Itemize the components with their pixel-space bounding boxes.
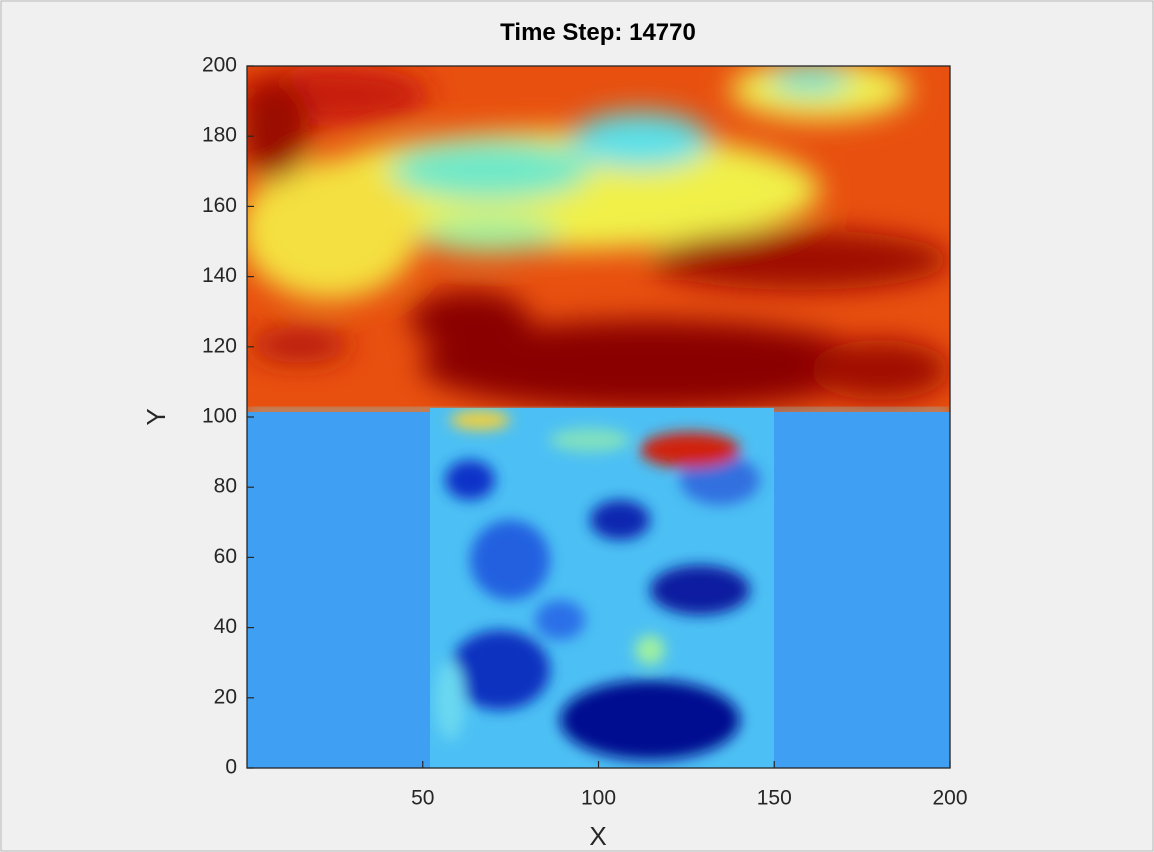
y-tick-label: 120 — [202, 334, 237, 357]
x-tick-label: 50 — [411, 787, 434, 810]
image-field — [247, 66, 950, 768]
y-tick-label: 80 — [214, 475, 237, 498]
y-tick-label: 100 — [202, 405, 237, 428]
x-tick-label: 100 — [581, 787, 616, 810]
x-tick-label: 150 — [757, 787, 792, 810]
y-tick-label: 60 — [214, 545, 237, 568]
y-tick-label: 20 — [214, 685, 237, 708]
y-tick-label: 40 — [214, 615, 237, 638]
y-tick-label: 180 — [202, 124, 237, 147]
y-axis-label: Y — [141, 408, 171, 425]
y-tick-label: 140 — [202, 264, 237, 287]
y-tick-label: 200 — [202, 54, 237, 77]
x-axis-label: X — [589, 821, 606, 851]
chart-title: Time Step: 14770 — [500, 19, 696, 46]
y-tick-label: 0 — [225, 756, 237, 779]
y-tick-label: 160 — [202, 194, 237, 217]
x-tick-label: 200 — [932, 787, 967, 810]
